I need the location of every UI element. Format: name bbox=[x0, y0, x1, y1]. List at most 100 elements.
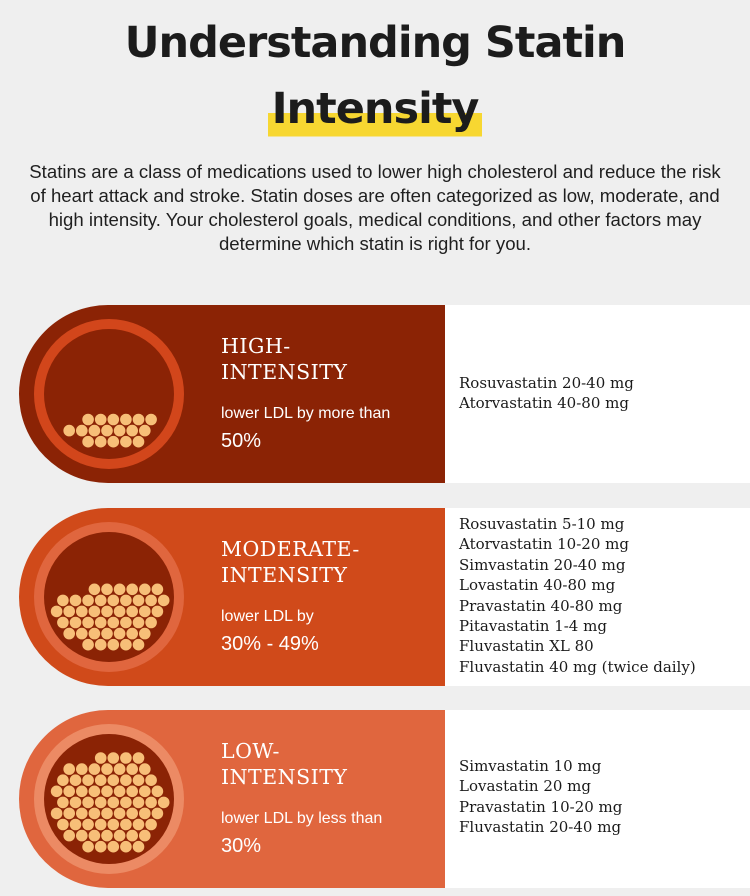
plaque-particle bbox=[94, 594, 107, 607]
plaque-particle bbox=[94, 638, 107, 651]
plaque-particle bbox=[113, 583, 126, 596]
plaque-particle bbox=[157, 594, 170, 607]
high-intensity-panel: HIGH- INTENSITY lower LDL by more than 5… bbox=[19, 305, 445, 483]
plaque-particle bbox=[107, 774, 120, 786]
plaque-particle bbox=[120, 435, 132, 448]
plaque-particle bbox=[132, 616, 145, 629]
plaque-particle bbox=[107, 796, 120, 809]
drug-item: Pitavastatin 1-4 mg bbox=[459, 617, 607, 636]
plaque-particle bbox=[101, 807, 113, 820]
plaque-particle bbox=[145, 616, 157, 629]
intensity-label: LOW- INTENSITY bbox=[221, 739, 348, 789]
drug-item: Atorvastatin 10-20 mg bbox=[459, 535, 629, 554]
plaque-particle bbox=[126, 627, 138, 640]
plaque-particle bbox=[120, 616, 132, 629]
plaque-particle bbox=[132, 818, 145, 831]
plaque-particle bbox=[94, 840, 107, 853]
plaque-particle bbox=[139, 785, 151, 798]
plaque-particle bbox=[82, 616, 94, 629]
plaque-particle bbox=[132, 435, 145, 448]
plaque-particle bbox=[63, 807, 75, 820]
plaque-particle bbox=[69, 796, 82, 809]
plaque-particle bbox=[126, 424, 138, 437]
plaque-particle bbox=[82, 594, 94, 607]
plaque-particle bbox=[50, 785, 63, 798]
plaque-particle bbox=[107, 594, 120, 607]
drug-item: Simvastatin 20-40 mg bbox=[459, 555, 626, 574]
plaque-particle bbox=[101, 605, 113, 618]
ldl-reduction-text: lower LDL by more than bbox=[221, 405, 391, 422]
intensity-label: MODERATE- INTENSITY bbox=[221, 537, 360, 587]
plaque-particle bbox=[132, 752, 145, 764]
plaque-particle bbox=[76, 627, 88, 640]
drug-list: Rosuvastatin 20-40 mg Atorvastatin 40-80… bbox=[459, 373, 749, 414]
plaque-particle bbox=[88, 627, 101, 640]
drug-item: Rosuvastatin 20-40 mg bbox=[459, 374, 634, 392]
plaque-particle bbox=[88, 605, 101, 618]
drug-item: Simvastatin 10 mg bbox=[459, 757, 602, 775]
drug-item: Lovastatin 40-80 mg bbox=[459, 576, 616, 595]
plaque-particle bbox=[63, 605, 75, 618]
plaque-particle bbox=[132, 594, 145, 607]
plaque-particle bbox=[126, 583, 138, 596]
plaque-particle bbox=[120, 774, 132, 786]
plaque-particle bbox=[57, 796, 69, 809]
plaque-particle bbox=[107, 413, 120, 426]
plaque-particle bbox=[88, 829, 101, 842]
moderate-intensity-drug-panel: Rosuvastatin 5-10 mg Atorvastatin 10-20 … bbox=[445, 508, 750, 686]
drug-item: Atorvastatin 40-80 mg bbox=[459, 394, 629, 413]
plaque-particle bbox=[151, 583, 164, 596]
plaque-particle bbox=[120, 796, 132, 809]
plaque-particle bbox=[113, 829, 126, 842]
plaque-particle bbox=[139, 763, 151, 775]
plaque-particle bbox=[113, 627, 126, 640]
drug-item: Pravastatin 40-80 mg bbox=[459, 596, 623, 615]
plaque-particle bbox=[82, 840, 94, 853]
intensity-label: HIGH- INTENSITY bbox=[221, 334, 348, 384]
moderate-intensity-band: MODERATE- INTENSITY lower LDL by 30% - 4… bbox=[0, 508, 750, 686]
plaque-particle bbox=[139, 829, 151, 842]
drug-item: Lovastatin 20 mg bbox=[459, 777, 592, 796]
plaque-particle bbox=[139, 807, 151, 820]
high-intensity-band: HIGH- INTENSITY lower LDL by more than 5… bbox=[0, 305, 750, 483]
artery-icon bbox=[34, 522, 184, 672]
plaque-particle bbox=[63, 424, 75, 437]
plaque-particle bbox=[113, 785, 126, 798]
plaque-particle bbox=[88, 424, 101, 437]
ldl-reduction-percent: 30% bbox=[221, 835, 262, 857]
plaque-particle bbox=[101, 785, 113, 798]
plaque-particle bbox=[113, 807, 126, 820]
high-intensity-drug-panel: Rosuvastatin 20-40 mg Atorvastatin 40-80… bbox=[445, 305, 750, 483]
ldl-reduction-percent: 50% bbox=[221, 430, 262, 452]
plaque-particle bbox=[63, 785, 75, 798]
plaque-particle bbox=[132, 413, 145, 426]
plaque-particle bbox=[63, 763, 75, 775]
drug-list: Simvastatin 10 mg Lovastatin 20 mg Prava… bbox=[459, 756, 749, 838]
plaque-particle bbox=[101, 583, 113, 596]
intro-paragraph: Statins are a class of medications used … bbox=[29, 161, 721, 254]
plaque-particle bbox=[94, 413, 107, 426]
plaque-particle bbox=[57, 594, 69, 607]
plaque-particle bbox=[76, 829, 88, 842]
drug-item: Rosuvastatin 5-10 mg bbox=[459, 515, 625, 533]
plaque-particle bbox=[57, 818, 69, 831]
plaque-particle bbox=[132, 840, 145, 853]
plaque-particle bbox=[107, 818, 120, 831]
plaque-particle bbox=[132, 638, 145, 651]
plaque-particle bbox=[76, 605, 88, 618]
plaque-particle bbox=[126, 807, 138, 820]
plaque-particle bbox=[101, 424, 113, 437]
title-line-1: Understanding Statin bbox=[124, 18, 627, 68]
drug-item: Fluvastatin 40 mg (twice daily) bbox=[459, 657, 696, 676]
plaque-particle bbox=[113, 424, 126, 437]
plaque-particle bbox=[132, 796, 145, 809]
artery-plaque-graphic bbox=[44, 329, 174, 459]
moderate-intensity-panel: MODERATE- INTENSITY lower LDL by 30% - 4… bbox=[19, 508, 445, 686]
plaque-particle bbox=[120, 818, 132, 831]
plaque-particle bbox=[76, 785, 88, 798]
plaque-particle bbox=[94, 818, 107, 831]
drug-item: Fluvastatin XL 80 bbox=[459, 637, 594, 656]
plaque-particle bbox=[107, 638, 120, 651]
plaque-particle bbox=[151, 785, 164, 798]
plaque-particle bbox=[139, 605, 151, 618]
